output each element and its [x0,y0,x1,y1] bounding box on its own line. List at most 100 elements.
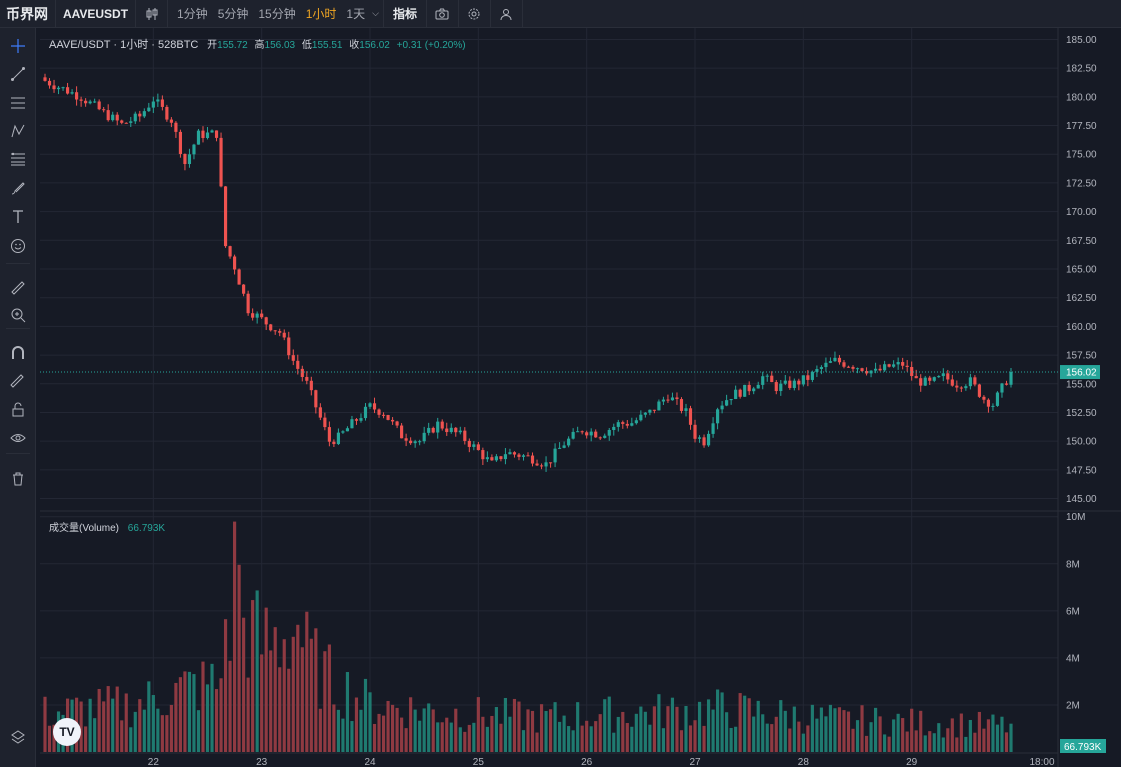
candle-body [558,447,562,449]
candle-body [422,432,426,442]
interval-1m[interactable]: 1分钟 [177,7,208,21]
layers-icon[interactable] [6,725,30,749]
candle-body [774,382,778,392]
user-icon[interactable] [491,0,523,28]
candle-body [679,399,684,411]
candle-body [765,375,769,377]
candle-body [612,426,616,430]
interval-1h[interactable]: 1小时 [305,7,337,21]
trend-line-icon[interactable] [6,62,30,86]
indicators-button[interactable]: 指标 [384,0,427,28]
candle-body [120,120,124,123]
candle-body [318,407,322,418]
candle-body [941,373,945,377]
camera-icon[interactable] [427,0,459,28]
tradingview-logo[interactable]: TV [53,718,81,746]
volume-bar [702,725,706,752]
interval-5m[interactable]: 5分钟 [217,7,249,21]
volume-bar [345,672,350,752]
lock-draw-icon[interactable] [6,369,30,393]
volume-bar [580,725,584,752]
candle-body [815,369,819,372]
candle-body [196,130,201,145]
volume-bar [142,709,146,752]
candle-body [842,362,846,367]
candle-body [702,437,706,446]
volume-bar [734,726,738,752]
pattern-icon[interactable] [6,119,30,143]
volume-title: 成交量(Volume) [49,523,120,534]
volume-tick-label: 10M [1066,512,1085,523]
volume-bar [711,709,715,752]
candle-body [372,403,377,410]
candle-body [476,444,480,451]
volume-bar [630,726,634,752]
interval-15m[interactable]: 15分钟 [258,7,296,21]
volume-bar [260,654,264,752]
chart-type-icon[interactable] [136,0,168,28]
interval-1d[interactable]: 1天 [346,7,366,21]
candle-body [589,431,593,436]
time-tick-label: 26 [581,757,593,767]
volume-bar [503,697,508,752]
volume-bar [797,721,801,752]
volume-bar [287,668,291,752]
volume-bar [490,715,494,752]
volume-bar [363,678,368,752]
symbol-selector[interactable]: AAVEUSDT [56,0,136,28]
eye-icon[interactable] [6,426,30,450]
volume-bar [562,715,566,752]
volume-bar [585,720,589,752]
volume-bar [445,717,449,752]
zoom-in-icon[interactable] [6,303,30,327]
candle-body [986,399,991,407]
candle-body [467,440,471,447]
volume-bar [928,731,932,752]
fib-icon[interactable] [6,147,30,171]
volume-bar [422,708,426,752]
volume-bar [725,712,729,752]
candle-body [734,389,738,400]
volume-bar [594,721,598,752]
price-tick-label: 152.50 [1066,408,1097,419]
volume-bar [901,718,905,752]
volume-bar [693,720,697,752]
candle-body [932,377,936,381]
brush-icon[interactable] [6,176,30,200]
time-tick-label: 29 [906,757,918,767]
candle-body [363,406,368,419]
volume-bar [905,731,909,752]
volume-bar [300,647,304,752]
volume-bar [133,711,137,752]
magnet-icon[interactable] [6,341,30,365]
volume-bar [273,627,277,752]
volume-bar [973,732,977,752]
time-tick-label: 25 [473,757,485,767]
volume-bar [282,639,286,752]
horizontal-lines-icon[interactable] [6,91,30,115]
volume-bar [539,704,544,752]
ruler-icon[interactable] [6,276,30,300]
price-tick-label: 157.50 [1066,351,1097,362]
crosshair-icon[interactable] [6,34,30,58]
volume-bar [494,707,498,752]
candle-body [603,435,607,438]
candle-body [219,137,223,187]
text-icon[interactable] [6,205,30,229]
candle-body [919,378,923,386]
candle-body [684,408,688,411]
site-logo[interactable]: 币界网 [0,0,56,28]
chevron-down-icon[interactable]: ⌵ [372,8,379,18]
volume-bar [756,700,760,752]
volume-bar [842,710,846,752]
volume-bar [716,689,720,752]
candle-body [801,375,805,385]
volume-tick-label: 2M [1066,700,1080,711]
lock-icon[interactable] [6,398,30,422]
volume-bar [124,693,128,752]
settings-icon[interactable] [459,0,491,28]
emoji-icon[interactable] [6,234,30,258]
trash-icon[interactable] [6,467,30,491]
candle-body [223,186,228,247]
